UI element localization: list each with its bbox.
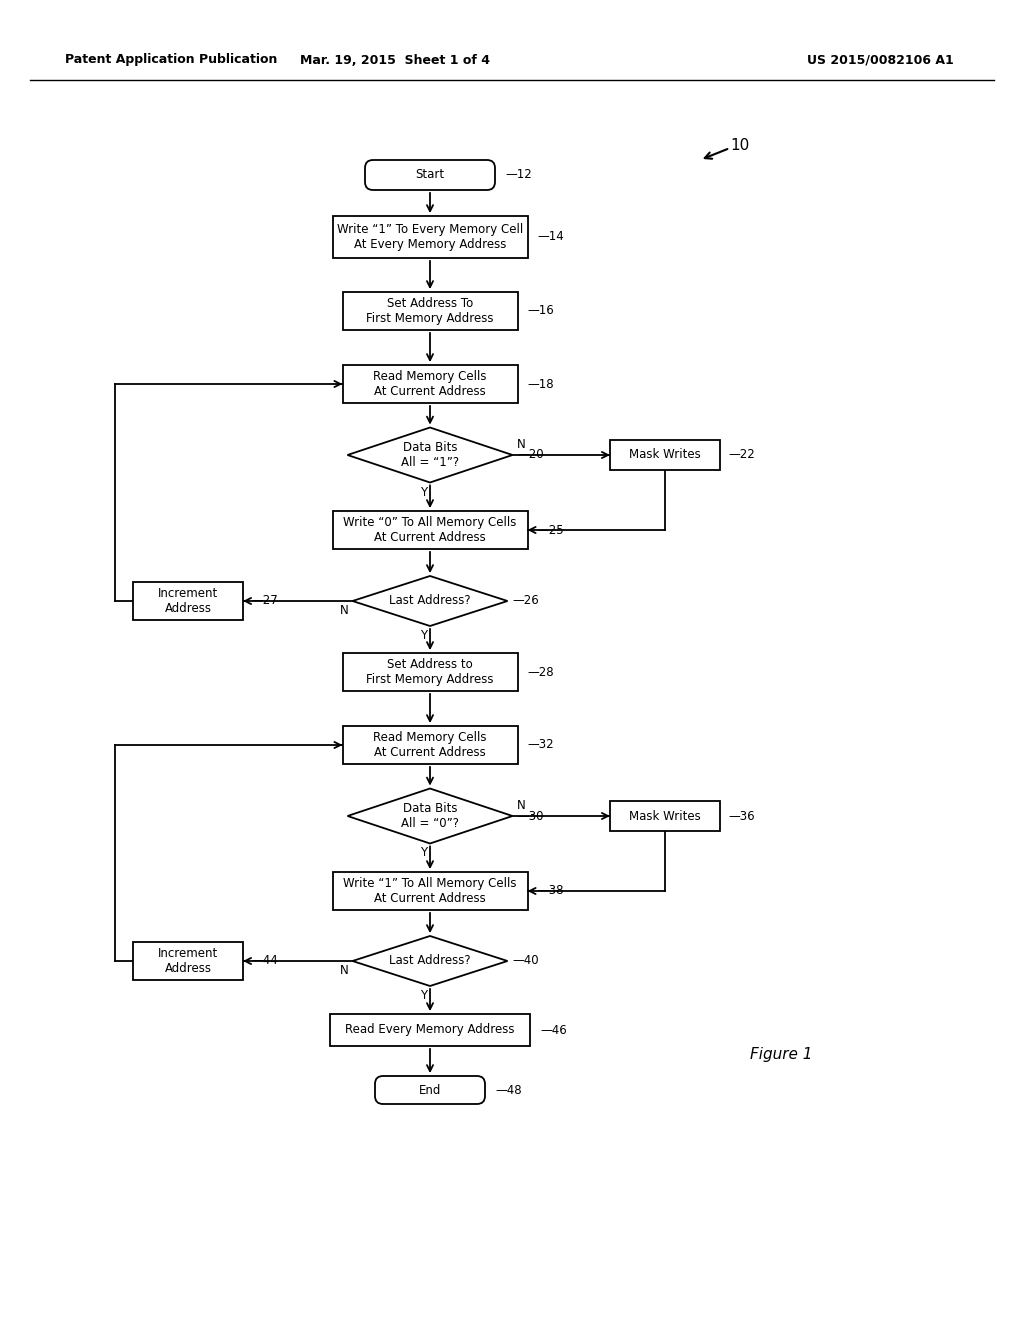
Text: US 2015/0082106 A1: US 2015/0082106 A1 — [807, 54, 954, 66]
Text: Mask Writes: Mask Writes — [629, 809, 700, 822]
Text: Y: Y — [420, 630, 427, 642]
Text: Figure 1: Figure 1 — [750, 1048, 812, 1063]
Bar — [342, 653, 517, 690]
Text: Mar. 19, 2015  Sheet 1 of 4: Mar. 19, 2015 Sheet 1 of 4 — [300, 54, 490, 66]
Text: —28: —28 — [527, 665, 554, 678]
Bar — [330, 1014, 530, 1045]
Text: Read Memory Cells
At Current Address: Read Memory Cells At Current Address — [374, 370, 486, 399]
Bar — [342, 366, 517, 403]
Text: Mask Writes: Mask Writes — [629, 449, 700, 462]
Text: —12: —12 — [505, 169, 531, 181]
Text: Data Bits
All = “0”?: Data Bits All = “0”? — [401, 803, 459, 830]
Text: —20: —20 — [517, 449, 544, 462]
Text: Write “1” To Every Memory Cell
At Every Memory Address: Write “1” To Every Memory Cell At Every … — [337, 223, 523, 251]
Text: Last Address?: Last Address? — [389, 594, 471, 607]
Bar — [342, 726, 517, 764]
Bar — [610, 440, 720, 470]
Polygon shape — [347, 428, 512, 483]
Text: —27: —27 — [251, 594, 278, 607]
Text: Read Memory Cells
At Current Address: Read Memory Cells At Current Address — [374, 731, 486, 759]
Text: 10: 10 — [730, 137, 750, 153]
FancyBboxPatch shape — [375, 1076, 485, 1104]
Bar — [133, 942, 243, 979]
Text: Write “0” To All Memory Cells
At Current Address: Write “0” To All Memory Cells At Current… — [343, 516, 517, 544]
Text: —14: —14 — [538, 231, 564, 243]
Polygon shape — [352, 576, 508, 626]
Bar — [610, 801, 720, 832]
Bar — [333, 873, 527, 909]
Text: Data Bits
All = “1”?: Data Bits All = “1”? — [401, 441, 459, 469]
Text: —46: —46 — [540, 1023, 566, 1036]
Text: —26: —26 — [512, 594, 540, 607]
Text: —44: —44 — [251, 954, 278, 968]
Text: —30: —30 — [517, 809, 544, 822]
FancyBboxPatch shape — [365, 160, 495, 190]
Bar — [342, 292, 517, 330]
Text: End: End — [419, 1084, 441, 1097]
Text: Set Address To
First Memory Address: Set Address To First Memory Address — [367, 297, 494, 325]
Text: —36: —36 — [728, 809, 755, 822]
Bar — [333, 511, 527, 549]
Text: Patent Application Publication: Patent Application Publication — [65, 54, 278, 66]
Text: N: N — [516, 438, 525, 451]
Text: —48: —48 — [495, 1084, 521, 1097]
Bar — [333, 216, 527, 257]
Text: Read Every Memory Address: Read Every Memory Address — [345, 1023, 515, 1036]
Text: —16: —16 — [527, 305, 554, 318]
Text: Increment
Address: Increment Address — [158, 587, 218, 615]
Polygon shape — [352, 936, 508, 986]
Text: N: N — [340, 605, 348, 616]
Text: Increment
Address: Increment Address — [158, 946, 218, 975]
Text: —22: —22 — [728, 449, 755, 462]
Bar — [133, 582, 243, 620]
Text: Start: Start — [416, 169, 444, 181]
Text: Set Address to
First Memory Address: Set Address to First Memory Address — [367, 657, 494, 686]
Text: —40: —40 — [512, 954, 539, 968]
Polygon shape — [347, 788, 512, 843]
Text: Y: Y — [420, 486, 427, 499]
Text: —38: —38 — [538, 884, 564, 898]
Text: Y: Y — [420, 846, 427, 859]
Text: —18: —18 — [527, 378, 554, 391]
Text: N: N — [516, 799, 525, 812]
Text: Y: Y — [420, 989, 427, 1002]
Text: Write “1” To All Memory Cells
At Current Address: Write “1” To All Memory Cells At Current… — [343, 876, 517, 906]
Text: —32: —32 — [527, 738, 554, 751]
Text: Last Address?: Last Address? — [389, 954, 471, 968]
Text: N: N — [340, 964, 348, 977]
Text: —25: —25 — [538, 524, 564, 536]
